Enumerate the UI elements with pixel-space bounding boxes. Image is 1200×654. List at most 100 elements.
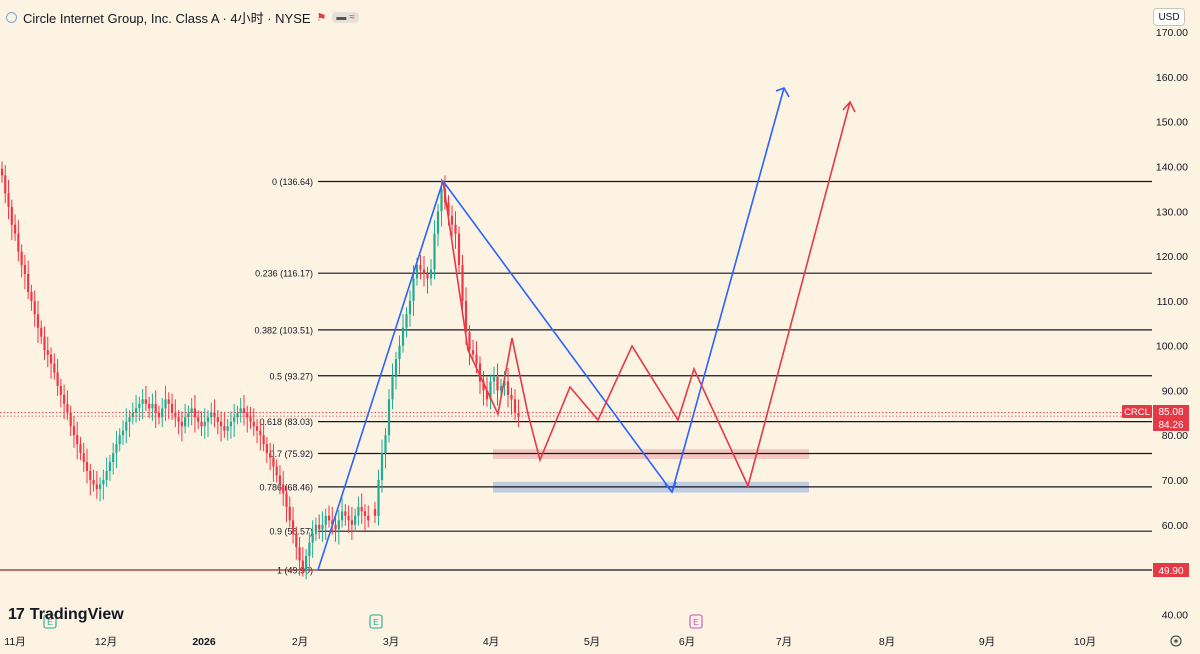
candle-body-31 bbox=[102, 479, 105, 485]
candle-body-95 bbox=[311, 533, 314, 543]
candle-body-75 bbox=[246, 412, 249, 418]
candle-body-77 bbox=[252, 421, 255, 427]
candle-body-79 bbox=[259, 430, 262, 436]
prev-price-label: 84.26 bbox=[1158, 420, 1183, 431]
flag-icon[interactable]: ⚑ bbox=[316, 11, 327, 24]
earnings-marker-box-0 bbox=[43, 614, 57, 629]
rally-candle-body-30 bbox=[478, 363, 482, 382]
candle-body-29 bbox=[95, 484, 98, 489]
earnings-marker-1[interactable]: E bbox=[369, 614, 383, 629]
rally-candle-body-35 bbox=[496, 376, 499, 391]
candle-body-42 bbox=[138, 403, 141, 409]
rally-candle-body-8 bbox=[401, 327, 405, 346]
candle-body-25 bbox=[82, 453, 85, 463]
rally-candle-body-31 bbox=[482, 381, 485, 391]
candle-body-78 bbox=[255, 426, 259, 431]
candle-body-43 bbox=[141, 399, 144, 404]
candle-body-12 bbox=[40, 327, 43, 337]
candle-body-3 bbox=[10, 206, 13, 225]
candle-body-8 bbox=[27, 273, 30, 292]
rally-candle-body-21 bbox=[447, 202, 450, 216]
candle-body-103 bbox=[337, 520, 340, 530]
rally-candle-body-12 bbox=[415, 265, 419, 279]
candle-body-101 bbox=[331, 520, 334, 525]
candle-body-64 bbox=[210, 412, 213, 418]
rally-candle-body-19 bbox=[440, 188, 443, 212]
fib-level-label-3: 0.5 (93.27) bbox=[269, 371, 313, 381]
candle-body-51 bbox=[167, 399, 170, 404]
candle-body-65 bbox=[213, 412, 216, 418]
candle-body-102 bbox=[334, 524, 337, 530]
candle-body-35 bbox=[115, 444, 118, 454]
candle-body-81 bbox=[265, 444, 268, 454]
y-tick-label-2: 150.00 bbox=[1156, 117, 1188, 129]
candle-body-100 bbox=[327, 515, 331, 521]
rally-candle-body-37 bbox=[503, 381, 506, 386]
tradingview-logo[interactable]: 17 TradingView bbox=[8, 606, 124, 624]
candle-body-16 bbox=[53, 363, 56, 373]
red-projection-path[interactable] bbox=[442, 101, 851, 489]
candle-body-11 bbox=[36, 314, 40, 328]
candle-body-34 bbox=[112, 453, 115, 463]
rally-candle-body-25 bbox=[461, 265, 464, 301]
y-tick-label-9: 80.00 bbox=[1162, 430, 1188, 442]
rally-candle-body-24 bbox=[457, 233, 461, 266]
rally-candle-body-34 bbox=[492, 376, 496, 382]
settings-icon[interactable] bbox=[1170, 635, 1182, 647]
symbol-title[interactable]: Circle Internet Group, Inc. Class A · 4小… bbox=[23, 10, 311, 26]
currency-selector[interactable]: USD bbox=[1153, 8, 1185, 26]
candle-body-0 bbox=[0, 168, 4, 176]
price-axis-background bbox=[1152, 0, 1200, 654]
fibonacci-retracement[interactable]: 0 (136.64) 0.236 (116.17) 0.382 (103.51) 0.… bbox=[0, 177, 1152, 576]
y-tick-label-6: 110.00 bbox=[1157, 296, 1188, 308]
rally-candle-body-36 bbox=[499, 385, 503, 391]
rally-candle-body-16 bbox=[429, 269, 433, 279]
candle-body-70 bbox=[229, 421, 232, 427]
indicator-toggle[interactable]: ▬ ≈ bbox=[332, 11, 359, 23]
candle-body-60 bbox=[197, 417, 200, 422]
candle-body-10 bbox=[33, 300, 36, 315]
candle-body-68 bbox=[223, 426, 226, 431]
candle-body-62 bbox=[203, 421, 206, 427]
earnings-marker-label-1: E bbox=[373, 617, 379, 627]
blue-projection-path[interactable] bbox=[317, 87, 785, 571]
rally-candle-body-14 bbox=[422, 269, 426, 274]
rally-candle-body-40 bbox=[513, 399, 517, 413]
earnings-marker-0[interactable]: E bbox=[43, 614, 57, 629]
rally-candle-body-28 bbox=[471, 350, 475, 355]
x-tick-label-7: 6月 bbox=[679, 636, 695, 648]
y-tick-label-3: 140.00 bbox=[1156, 161, 1188, 173]
candle-body-89 bbox=[291, 520, 295, 534]
candle-body-4 bbox=[13, 224, 17, 234]
last-price-bg bbox=[1153, 405, 1189, 418]
candle-body-6 bbox=[20, 251, 23, 266]
candle-body-41 bbox=[134, 408, 138, 413]
rally-candle-body-9 bbox=[405, 314, 408, 328]
rally-candle-body-39 bbox=[510, 394, 513, 400]
candle-body-58 bbox=[190, 408, 193, 413]
candle-body-32 bbox=[105, 471, 108, 480]
tradingview-logo-icon: 17 bbox=[8, 606, 25, 623]
rally-candle-body-26 bbox=[464, 300, 468, 333]
rally-candle-body-23 bbox=[454, 224, 457, 234]
candle-body-83 bbox=[272, 457, 275, 467]
earnings-marker-2[interactable]: E bbox=[689, 614, 703, 629]
x-tick-label-10: 9月 bbox=[979, 636, 995, 648]
drawing-layer[interactable] bbox=[317, 87, 856, 571]
candle-body-108 bbox=[354, 515, 357, 525]
y-tick-label-5: 120.00 bbox=[1156, 251, 1188, 263]
earnings-marker-box-1 bbox=[369, 614, 383, 629]
time-axis[interactable]: 11月 12月 2026 2月 3月 4月 5月 6月 7月 8月 9月 10月 bbox=[4, 636, 1096, 648]
candle-body-56 bbox=[184, 417, 187, 427]
x-tick-label-9: 8月 bbox=[879, 636, 895, 648]
candle-body-38 bbox=[125, 421, 128, 431]
candle-body-71 bbox=[233, 417, 236, 422]
candle-body-44 bbox=[144, 399, 147, 404]
candle-body-40 bbox=[131, 412, 134, 418]
candle-body-66 bbox=[216, 417, 219, 422]
rally-candle-body-3 bbox=[384, 435, 387, 454]
candle-body-109 bbox=[357, 506, 360, 516]
